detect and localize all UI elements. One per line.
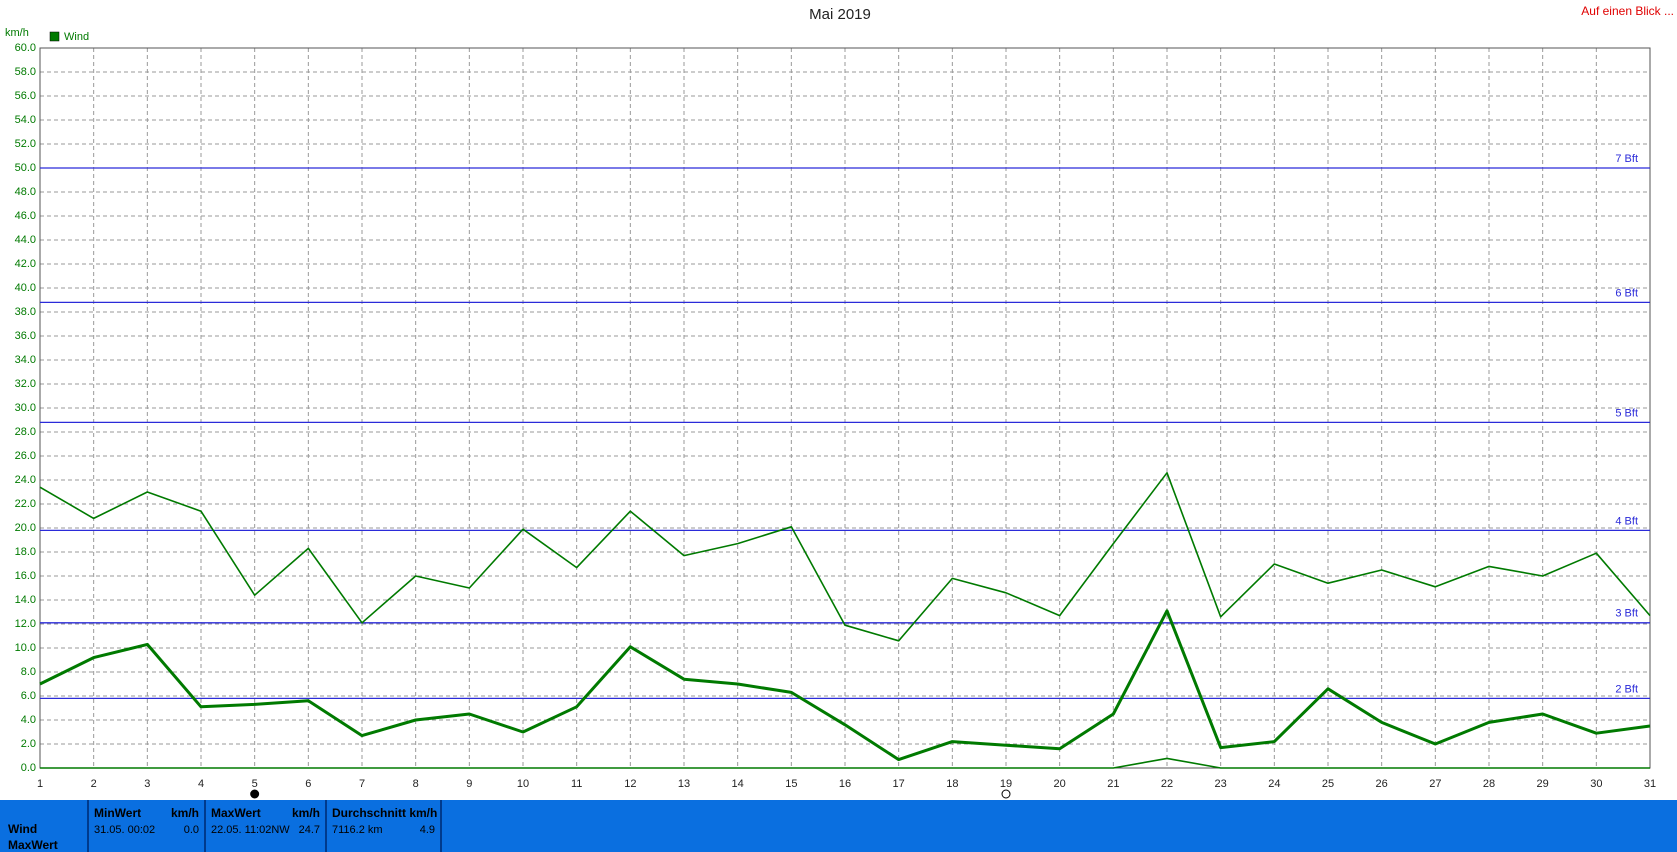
reference-label: 3 Bft	[1615, 608, 1638, 620]
x-tick-label: 22	[1161, 778, 1173, 790]
y-tick-label: 32.0	[15, 378, 36, 390]
x-tick-label: 10	[517, 778, 529, 790]
x-tick-label: 1	[37, 778, 43, 790]
y-tick-label: 16.0	[15, 570, 36, 582]
y-tick-label: 8.0	[21, 666, 36, 678]
row-label: Wind	[8, 822, 37, 836]
x-tick-label: 21	[1107, 778, 1119, 790]
y-tick-label: 58.0	[15, 66, 36, 78]
y-tick-label: 6.0	[21, 690, 36, 702]
y-tick-label: 56.0	[15, 90, 36, 102]
x-tick-label: 3	[144, 778, 150, 790]
y-tick-label: 34.0	[15, 354, 36, 366]
y-tick-label: 28.0	[15, 426, 36, 438]
x-tick-label: 19	[1000, 778, 1012, 790]
x-tick-label: 2	[91, 778, 97, 790]
reference-label: 6 Bft	[1615, 287, 1638, 299]
reference-label: 5 Bft	[1615, 407, 1638, 419]
legend-label: Wind	[64, 31, 89, 43]
column-right: 24.7	[299, 824, 320, 836]
x-tick-label: 27	[1429, 778, 1441, 790]
y-tick-label: 42.0	[15, 258, 36, 270]
column-header: MinWert	[94, 806, 141, 820]
y-tick-label: 36.0	[15, 330, 36, 342]
column-right: 4.9	[420, 824, 435, 836]
y-tick-label: 24.0	[15, 474, 36, 486]
x-tick-label: 16	[839, 778, 851, 790]
chart-title: Mai 2019	[809, 6, 871, 23]
x-tick-label: 12	[624, 778, 636, 790]
data-line	[39, 472, 1651, 642]
x-tick-label: 17	[893, 778, 905, 790]
data-line	[40, 757, 1650, 769]
x-tick-label: 13	[678, 778, 690, 790]
reference-label: 7 Bft	[1615, 153, 1638, 165]
x-tick-label: 15	[785, 778, 797, 790]
legend-swatch	[49, 31, 60, 42]
y-tick-label: 20.0	[15, 522, 36, 534]
x-tick-label: 25	[1322, 778, 1334, 790]
x-tick-label: 6	[305, 778, 311, 790]
y-tick-label: 12.0	[15, 618, 36, 630]
y-tick-label: 18.0	[15, 546, 36, 558]
x-tick-label: 23	[1215, 778, 1227, 790]
column-left: 31.05. 00:02	[94, 824, 155, 836]
y-tick-label: 38.0	[15, 306, 36, 318]
data-line	[39, 609, 1651, 762]
x-tick-label: 31	[1644, 778, 1656, 790]
y-tick-label: 48.0	[15, 186, 36, 198]
column-header: MaxWert	[211, 806, 261, 820]
y-axis-label: km/h	[5, 27, 29, 39]
y-tick-label: 46.0	[15, 210, 36, 222]
x-tick-label: 28	[1483, 778, 1495, 790]
day-marker	[250, 789, 260, 799]
x-tick-label: 8	[413, 778, 419, 790]
y-tick-label: 30.0	[15, 402, 36, 414]
y-tick-label: 4.0	[21, 714, 36, 726]
column-unit: km/h	[292, 806, 320, 820]
reference-label: 2 Bft	[1615, 683, 1638, 695]
y-tick-label: 0.0	[21, 762, 36, 774]
y-tick-label: 40.0	[15, 282, 36, 294]
x-tick-label: 30	[1590, 778, 1602, 790]
day-marker	[1001, 789, 1011, 799]
y-tick-label: 44.0	[15, 234, 36, 246]
column-header: Durchschnitt km/h	[332, 806, 437, 820]
x-tick-label: 29	[1537, 778, 1549, 790]
y-tick-label: 2.0	[21, 738, 36, 750]
x-tick-label: 18	[946, 778, 958, 790]
summary-panel	[0, 800, 1677, 852]
y-tick-label: 60.0	[15, 42, 36, 54]
overview-link[interactable]: Auf einen Blick ...	[1581, 4, 1674, 18]
x-tick-label: 24	[1268, 778, 1280, 790]
column-right: 0.0	[184, 824, 199, 836]
y-tick-label: 52.0	[15, 138, 36, 150]
column-left: 22.05. 11:02NW	[211, 824, 290, 836]
y-tick-label: 10.0	[15, 642, 36, 654]
y-tick-label: 54.0	[15, 114, 36, 126]
x-tick-label: 26	[1376, 778, 1388, 790]
x-tick-label: 20	[1054, 778, 1066, 790]
x-tick-label: 14	[732, 778, 744, 790]
x-tick-label: 4	[198, 778, 204, 790]
y-tick-label: 26.0	[15, 450, 36, 462]
x-tick-label: 9	[466, 778, 472, 790]
x-tick-label: 7	[359, 778, 365, 790]
row-label: MaxWert	[8, 838, 58, 852]
x-tick-label: 5	[252, 778, 258, 790]
column-left: 7116.2 km	[332, 824, 383, 836]
y-tick-label: 22.0	[15, 498, 36, 510]
column-unit: km/h	[171, 806, 199, 820]
y-tick-label: 14.0	[15, 594, 36, 606]
x-tick-label: 11	[571, 778, 582, 790]
y-tick-label: 50.0	[15, 162, 36, 174]
reference-label: 4 Bft	[1615, 515, 1638, 527]
